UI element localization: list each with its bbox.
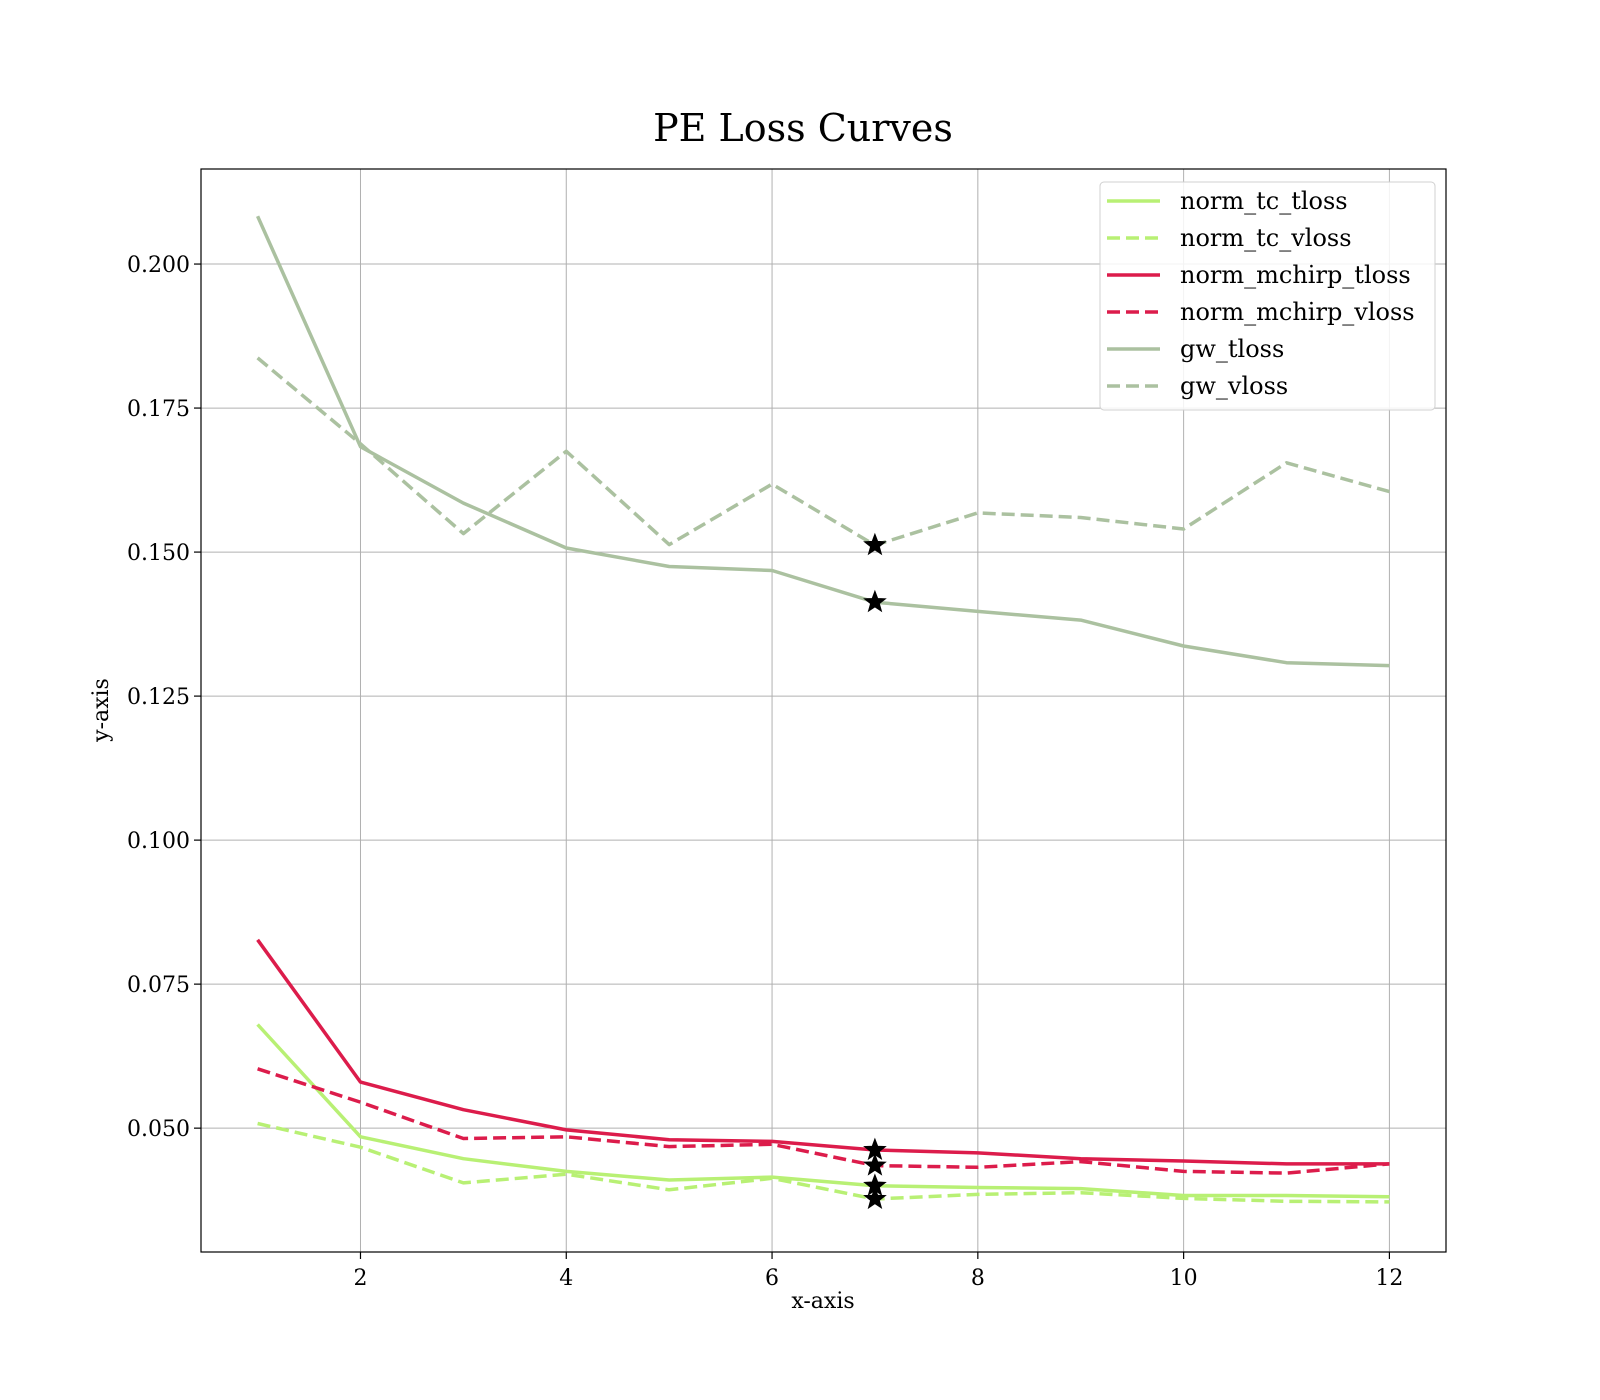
legend-box	[1099, 181, 1436, 411]
series-line-norm-mchirp-vloss	[257, 1067, 1390, 1175]
series-line-norm-tc-vloss	[257, 1121, 1390, 1204]
legend-label: norm_tc_tloss	[1180, 187, 1348, 215]
legend-label: norm_mchirp_vloss	[1180, 298, 1415, 326]
legend-label: norm_mchirp_tloss	[1180, 261, 1411, 289]
y-tick-label: 0.075	[127, 973, 190, 998]
legend-label: norm_tc_vloss	[1180, 224, 1352, 252]
series-line-gw-vloss	[256, 356, 1390, 547]
tick-layer: 2 4 6 8 10 12 0.050 0.075 0.100 0.125 0.150 0.175 0.…	[127, 253, 1403, 1291]
best-star-marker	[863, 532, 887, 556]
best-star-marker	[863, 589, 887, 613]
plot-frame	[200, 168, 1447, 1253]
x-tick-label: 12	[1375, 1266, 1403, 1291]
legend: norm_tc_tloss norm_tc_vloss norm_mchirp_tl…	[1099, 181, 1436, 411]
x-axis-label: x-axis	[791, 1289, 854, 1314]
y-tick-label: 0.125	[127, 685, 190, 710]
best-star-marker	[863, 1186, 887, 1210]
y-tick-label: 0.100	[127, 829, 190, 854]
legend-label: gw_vloss	[1180, 372, 1288, 400]
y-tick-label: 0.050	[127, 1117, 190, 1142]
series-line-gw-tloss	[256, 215, 1390, 668]
x-tick-label: 4	[559, 1266, 573, 1291]
x-tick-label: 8	[971, 1266, 985, 1291]
y-tick-label: 0.175	[127, 397, 190, 422]
y-axis-label: y-axis	[89, 678, 114, 743]
series-line-norm-mchirp-tloss	[256, 938, 1390, 1166]
x-tick-label: 10	[1170, 1266, 1198, 1291]
x-tick-label: 2	[353, 1266, 367, 1291]
best-marker-layer	[863, 532, 887, 1210]
x-tick-label: 6	[765, 1266, 779, 1291]
best-star-marker	[863, 1153, 887, 1176]
grid-layer	[201, 169, 1446, 1252]
series-line-norm-tc-tloss	[256, 1023, 1390, 1199]
y-tick-label: 0.150	[127, 541, 190, 566]
chart-title: PE Loss Curves	[653, 106, 953, 150]
y-tick-label: 0.200	[127, 253, 190, 278]
series-layer	[256, 215, 1390, 1204]
legend-label: gw_tloss	[1180, 335, 1284, 363]
